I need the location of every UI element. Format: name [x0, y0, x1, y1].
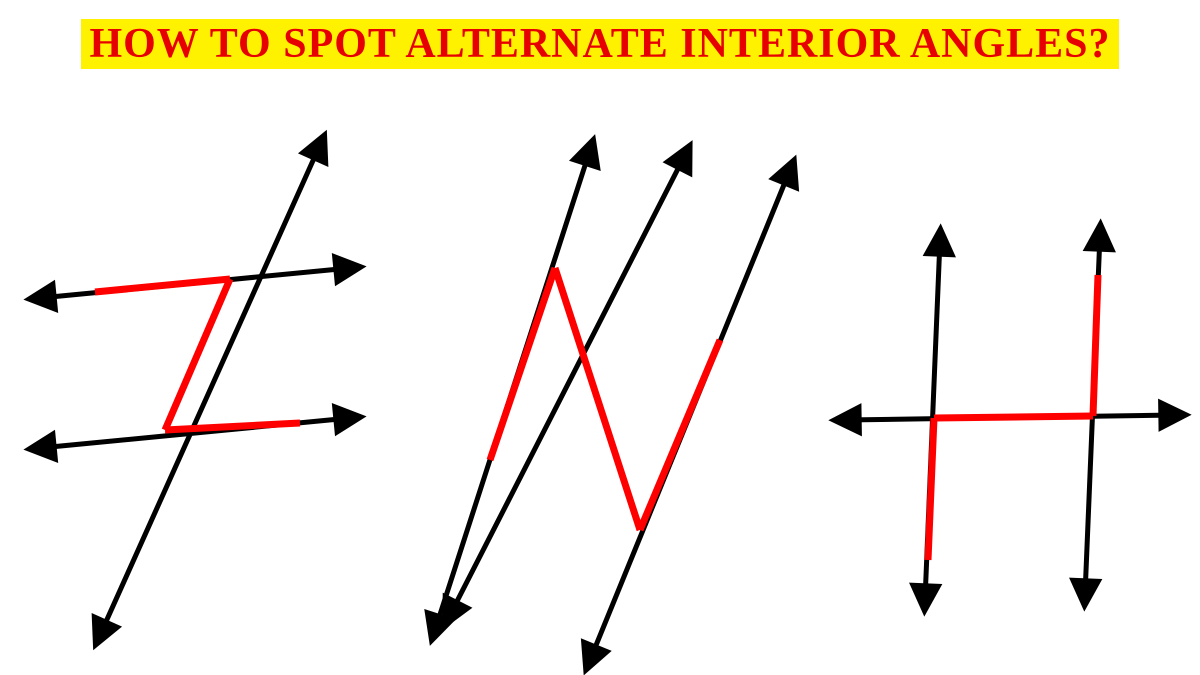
- diagram-left: [40, 145, 350, 635]
- highlight-segment: [555, 268, 640, 530]
- diagram-middle: [435, 150, 790, 660]
- diagram-stage: [0, 0, 1200, 675]
- highlight-segment: [95, 279, 230, 292]
- highlight-segment: [934, 416, 1093, 418]
- highlight-segment: [640, 340, 720, 530]
- diagram-right: [845, 235, 1175, 600]
- line: [100, 145, 320, 635]
- highlight-segment: [928, 418, 934, 560]
- highlight-segment: [165, 423, 300, 430]
- highlight-segment: [1093, 275, 1098, 416]
- highlight-segment: [165, 279, 230, 430]
